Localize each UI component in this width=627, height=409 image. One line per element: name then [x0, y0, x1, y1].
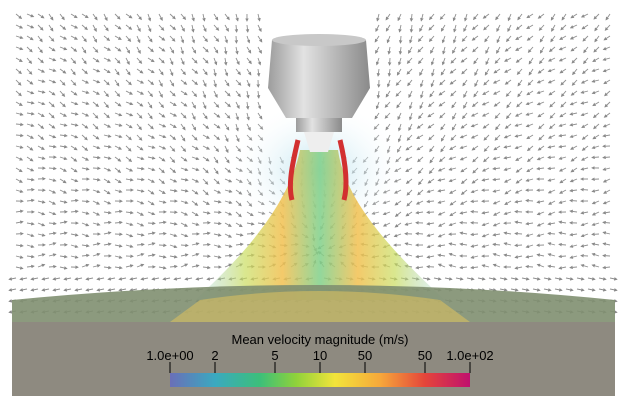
arrow — [581, 189, 588, 190]
arrow — [247, 233, 254, 234]
colorbar-tick-label: 50 — [358, 348, 372, 363]
colorbar-tick-label: 5 — [271, 348, 278, 363]
arrow — [592, 157, 599, 158]
arrow — [548, 157, 555, 158]
colorbar-tick-label: 1.0e+00 — [146, 348, 193, 363]
visualization: Mean velocity magnitude (m/s) 1.0e+00 2 5 1… — [0, 0, 627, 404]
colorbar-tick-label: 2 — [211, 348, 218, 363]
arrow — [400, 36, 401, 43]
arrow — [515, 233, 522, 234]
colorbar-tick-label: 10 — [313, 348, 327, 363]
arrow — [82, 201, 89, 202]
arrow — [603, 222, 610, 223]
arrow — [181, 245, 188, 246]
arrow — [416, 233, 423, 234]
colorbar-tick-label: 50 — [418, 348, 432, 363]
arrow — [203, 244, 210, 245]
colorbar — [170, 373, 470, 387]
colorbar-title: Mean velocity magnitude (m/s) — [231, 332, 408, 347]
page: Mean velocity magnitude (m/s) 1.0e+00 2 5 1… — [0, 0, 627, 404]
arrow — [71, 190, 78, 191]
arrow — [49, 266, 56, 267]
arrow — [526, 266, 533, 267]
arrow — [570, 267, 577, 268]
arrow — [225, 255, 232, 256]
arrow — [159, 233, 166, 234]
arrow — [603, 157, 610, 158]
colorbar-tick-label: 1.0e+02 — [446, 348, 493, 363]
arrow — [236, 36, 237, 43]
arrow — [526, 200, 533, 201]
arrow — [137, 244, 144, 245]
arrow — [515, 245, 522, 246]
arrow — [559, 244, 566, 245]
arrow — [559, 256, 566, 257]
arrow — [570, 200, 577, 201]
arrow — [471, 201, 478, 202]
